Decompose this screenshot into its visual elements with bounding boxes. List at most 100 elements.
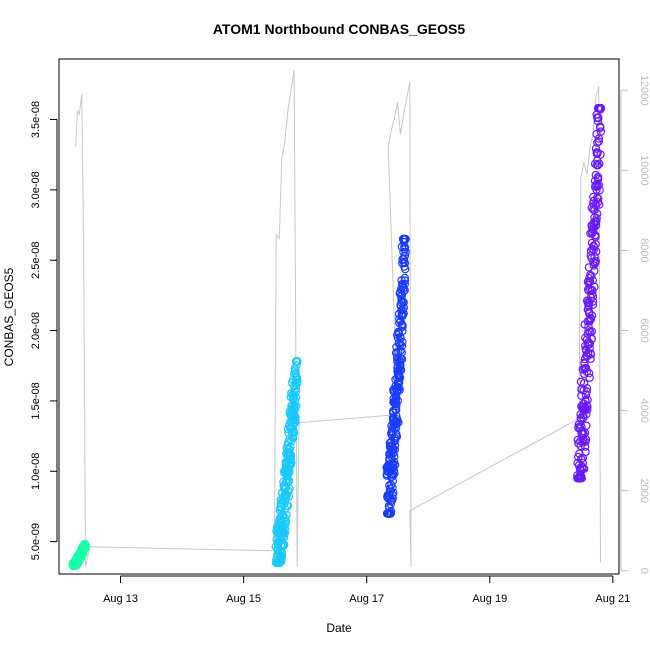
data-point — [398, 337, 407, 347]
data-point — [594, 194, 603, 203]
data-point — [588, 292, 598, 301]
data-point — [590, 258, 600, 267]
data-point — [582, 387, 592, 396]
data-point — [291, 387, 300, 396]
data-point — [591, 217, 601, 227]
right-y-tick-label: 0 — [638, 568, 650, 574]
plot-area — [58, 58, 620, 575]
data-point — [593, 138, 602, 147]
y-tick-label: 1.5e-08 — [30, 382, 42, 419]
data-point — [581, 435, 591, 444]
data-point — [389, 488, 398, 497]
data-point — [588, 297, 598, 306]
data-point — [394, 418, 403, 427]
data-point — [400, 273, 409, 283]
data-point — [398, 297, 407, 306]
data-point — [590, 282, 599, 291]
data-point — [397, 341, 407, 351]
data-point — [389, 471, 398, 480]
data-point — [291, 393, 301, 402]
data-point — [589, 245, 598, 255]
data-point — [392, 432, 402, 441]
altitude-line — [75, 70, 601, 567]
y-tick-label: 2.5e-08 — [30, 242, 42, 279]
x-tick-label: Aug 19 — [472, 593, 507, 605]
right-y-tick-label: 10000 — [638, 155, 650, 186]
data-point — [399, 298, 408, 307]
data-point — [283, 501, 293, 511]
data-point — [398, 321, 407, 330]
x-tick-label: Aug 13 — [103, 593, 138, 605]
right-y-axis: 0 2000 4000 6000 8000 10000 12000 — [620, 75, 650, 574]
data-point — [400, 286, 409, 295]
data-point — [279, 527, 288, 536]
data-point — [592, 129, 601, 139]
chart-title: ATOM1 Northbound CONBAS_GEOS5 — [213, 21, 465, 37]
x-axis: Aug 13 Aug 15 Aug 17 Aug 19 Aug 21 — [103, 575, 630, 605]
data-point — [582, 401, 591, 410]
data-point — [285, 484, 294, 493]
series-cluster-2 — [271, 357, 302, 567]
y-tick-label: 5.0e-09 — [30, 523, 42, 560]
data-point — [400, 243, 410, 252]
data-point — [577, 454, 586, 464]
data-point — [401, 264, 410, 274]
data-point — [586, 354, 595, 363]
data-point — [577, 422, 586, 431]
x-tick-label: Aug 17 — [349, 593, 384, 605]
data-point — [591, 221, 601, 230]
data-point — [594, 137, 604, 146]
data-point — [592, 185, 601, 194]
data-point — [293, 378, 302, 388]
data-point — [593, 209, 602, 218]
data-point — [585, 373, 594, 382]
data-point — [591, 170, 601, 180]
data-point — [400, 279, 409, 289]
right-y-tick-label: 12000 — [638, 75, 650, 106]
data-point — [583, 395, 592, 404]
data-point — [292, 373, 301, 382]
data-point — [595, 200, 604, 209]
data-point — [277, 552, 287, 562]
data-point — [399, 309, 408, 318]
data-point — [390, 460, 400, 470]
data-point — [596, 105, 605, 114]
data-point — [386, 509, 395, 518]
data-point — [596, 123, 605, 133]
data-point — [588, 300, 598, 309]
data-point — [286, 455, 296, 464]
data-point — [400, 276, 410, 285]
data-point — [390, 469, 399, 478]
data-point — [591, 256, 601, 266]
data-point — [281, 517, 291, 526]
data-point — [388, 494, 397, 503]
data-point — [392, 353, 402, 362]
data-point — [282, 510, 291, 520]
data-point — [281, 525, 290, 535]
y-axis: 5.0e-09 1.0e-08 1.5e-08 2.0e-08 2.5e-08 3.0e-… — [30, 101, 58, 560]
data-point — [401, 234, 410, 244]
data-point — [284, 476, 294, 485]
altitude-series — [75, 70, 601, 567]
data-point — [592, 247, 601, 256]
data-point — [292, 361, 301, 370]
y-tick-label: 2.0e-08 — [30, 312, 42, 349]
data-point — [396, 346, 405, 355]
data-point — [291, 412, 300, 421]
data-point — [591, 144, 601, 153]
data-point — [595, 186, 604, 195]
data-point — [81, 540, 90, 549]
data-point — [586, 349, 596, 358]
right-y-tick-label: 8000 — [638, 238, 650, 262]
series-cluster-1 — [68, 540, 90, 570]
data-point — [585, 339, 595, 348]
data-point — [285, 459, 295, 468]
data-point — [594, 113, 603, 123]
data-point — [581, 447, 590, 457]
data-points — [68, 103, 606, 570]
data-point — [595, 159, 604, 168]
data-point — [584, 369, 594, 378]
data-point — [582, 421, 591, 430]
data-point — [596, 150, 605, 159]
